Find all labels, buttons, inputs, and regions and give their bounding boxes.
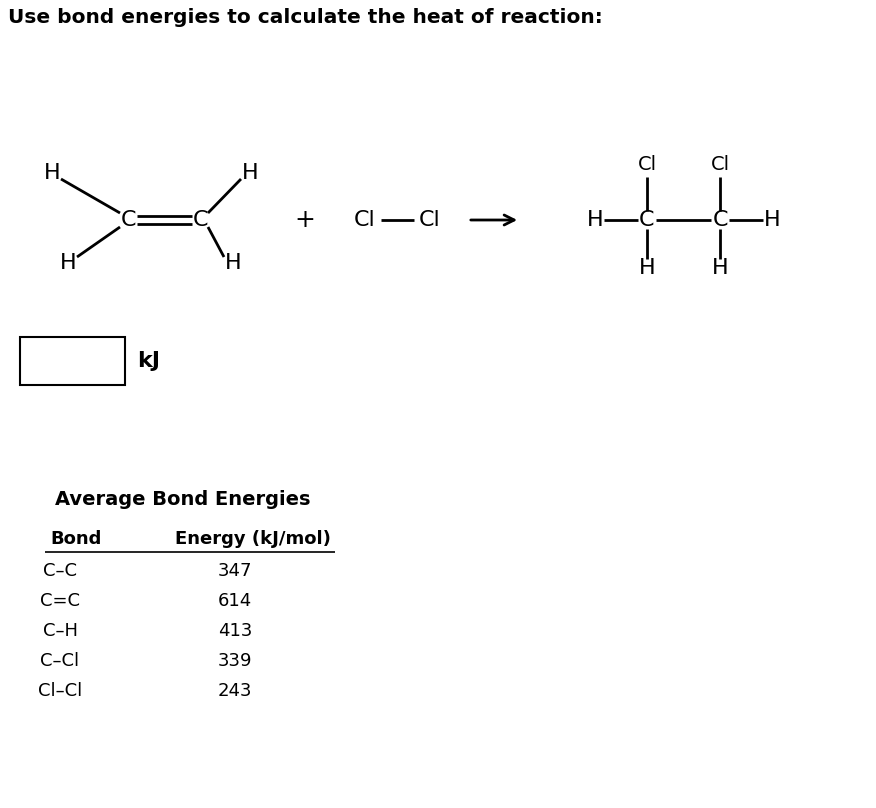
- Text: 413: 413: [218, 622, 252, 640]
- Text: Cl: Cl: [710, 155, 730, 175]
- Text: H: H: [242, 163, 258, 183]
- Text: 243: 243: [218, 682, 252, 700]
- Text: H: H: [224, 253, 241, 273]
- Text: C–C: C–C: [43, 562, 77, 580]
- Text: Cl: Cl: [354, 210, 376, 230]
- Text: C: C: [192, 210, 208, 230]
- Text: Average Bond Energies: Average Bond Energies: [55, 490, 310, 509]
- Text: 347: 347: [218, 562, 252, 580]
- Text: C–H: C–H: [43, 622, 77, 640]
- Text: H: H: [44, 163, 60, 183]
- Text: kJ: kJ: [137, 351, 160, 371]
- Text: Use bond energies to calculate the heat of reaction:: Use bond energies to calculate the heat …: [8, 8, 603, 27]
- Text: C=C: C=C: [40, 592, 80, 610]
- Text: Bond: Bond: [50, 530, 102, 548]
- Text: Cl: Cl: [638, 155, 657, 175]
- Text: H: H: [764, 210, 781, 230]
- Text: H: H: [587, 210, 604, 230]
- Text: +: +: [294, 208, 315, 232]
- Text: C: C: [120, 210, 136, 230]
- Text: Cl: Cl: [419, 210, 441, 230]
- Text: 339: 339: [218, 652, 252, 670]
- Text: 614: 614: [218, 592, 252, 610]
- Text: C–Cl: C–Cl: [40, 652, 80, 670]
- Bar: [20, 337, 125, 385]
- Text: C: C: [639, 210, 654, 230]
- Text: C: C: [712, 210, 728, 230]
- Text: Energy (kJ/mol): Energy (kJ/mol): [175, 530, 331, 548]
- Text: Cl–Cl: Cl–Cl: [38, 682, 82, 700]
- Text: H: H: [711, 258, 728, 278]
- Text: H: H: [60, 253, 76, 273]
- Text: H: H: [639, 258, 655, 278]
